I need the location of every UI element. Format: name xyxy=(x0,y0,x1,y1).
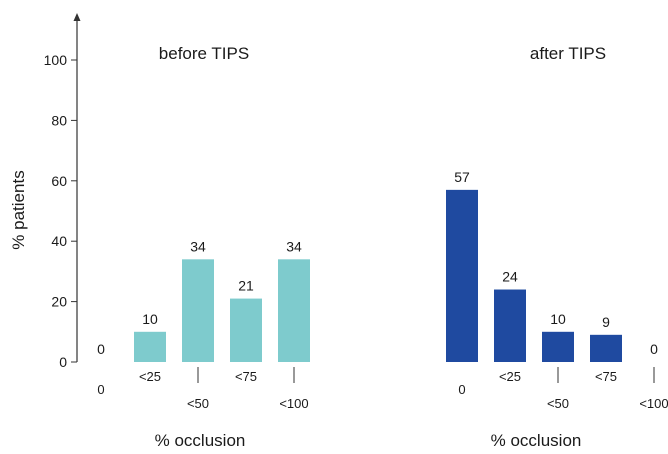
bar xyxy=(230,298,262,362)
bar xyxy=(134,331,166,362)
y-ticks: 0 20 40 60 80 100 xyxy=(44,52,77,370)
category-label: <25 xyxy=(499,369,521,384)
data-label: 0 xyxy=(97,341,105,357)
x-axis-label: % occlusion xyxy=(491,431,582,450)
category-label: <75 xyxy=(235,369,257,384)
category-label: <100 xyxy=(279,396,308,411)
y-tick-label: 60 xyxy=(51,173,67,189)
data-label: 0 xyxy=(650,341,658,357)
bar xyxy=(182,259,214,362)
category-label: <75 xyxy=(595,369,617,384)
bar xyxy=(278,259,310,362)
y-tick-label: 40 xyxy=(51,233,67,249)
category-label: <50 xyxy=(187,396,209,411)
y-axis-label: % patients xyxy=(9,170,28,249)
category-label: 0 xyxy=(458,382,465,397)
data-label: 57 xyxy=(454,169,470,185)
data-label: 10 xyxy=(142,311,158,327)
y-tick-label: 100 xyxy=(44,52,68,68)
data-label: 9 xyxy=(602,314,610,330)
bar-groups: before TIPS % occlusion 0 0 10 <25 34 <50 21 <75 3… xyxy=(97,44,668,450)
data-label: 24 xyxy=(502,269,518,285)
data-label: 34 xyxy=(190,238,206,254)
data-label: 21 xyxy=(238,278,254,294)
category-label: 0 xyxy=(97,382,104,397)
y-tick-label: 80 xyxy=(51,112,67,128)
group-title: before TIPS xyxy=(159,44,249,63)
category-label: <50 xyxy=(547,396,569,411)
bar xyxy=(494,289,526,362)
x-axis-label: % occlusion xyxy=(155,431,246,450)
bar-group-1: before TIPS % occlusion 0 0 10 <25 34 <50 21 <75 3… xyxy=(97,44,310,450)
axes: 0 20 40 60 80 100 xyxy=(44,13,81,370)
bar-group-2: after TIPS % occlusion 57 0 24 <25 10 <50 9 <75 0 <… xyxy=(446,44,668,450)
bar xyxy=(542,331,574,362)
y-axis-arrowhead xyxy=(73,13,81,21)
bar xyxy=(446,189,478,362)
y-tick-label: 0 xyxy=(59,354,67,370)
group-title: after TIPS xyxy=(530,44,606,63)
category-label: <25 xyxy=(139,369,161,384)
data-label: 10 xyxy=(550,311,566,327)
data-label: 34 xyxy=(286,238,302,254)
y-tick-label: 20 xyxy=(51,294,67,310)
category-label: <100 xyxy=(639,396,668,411)
bar xyxy=(590,334,622,362)
